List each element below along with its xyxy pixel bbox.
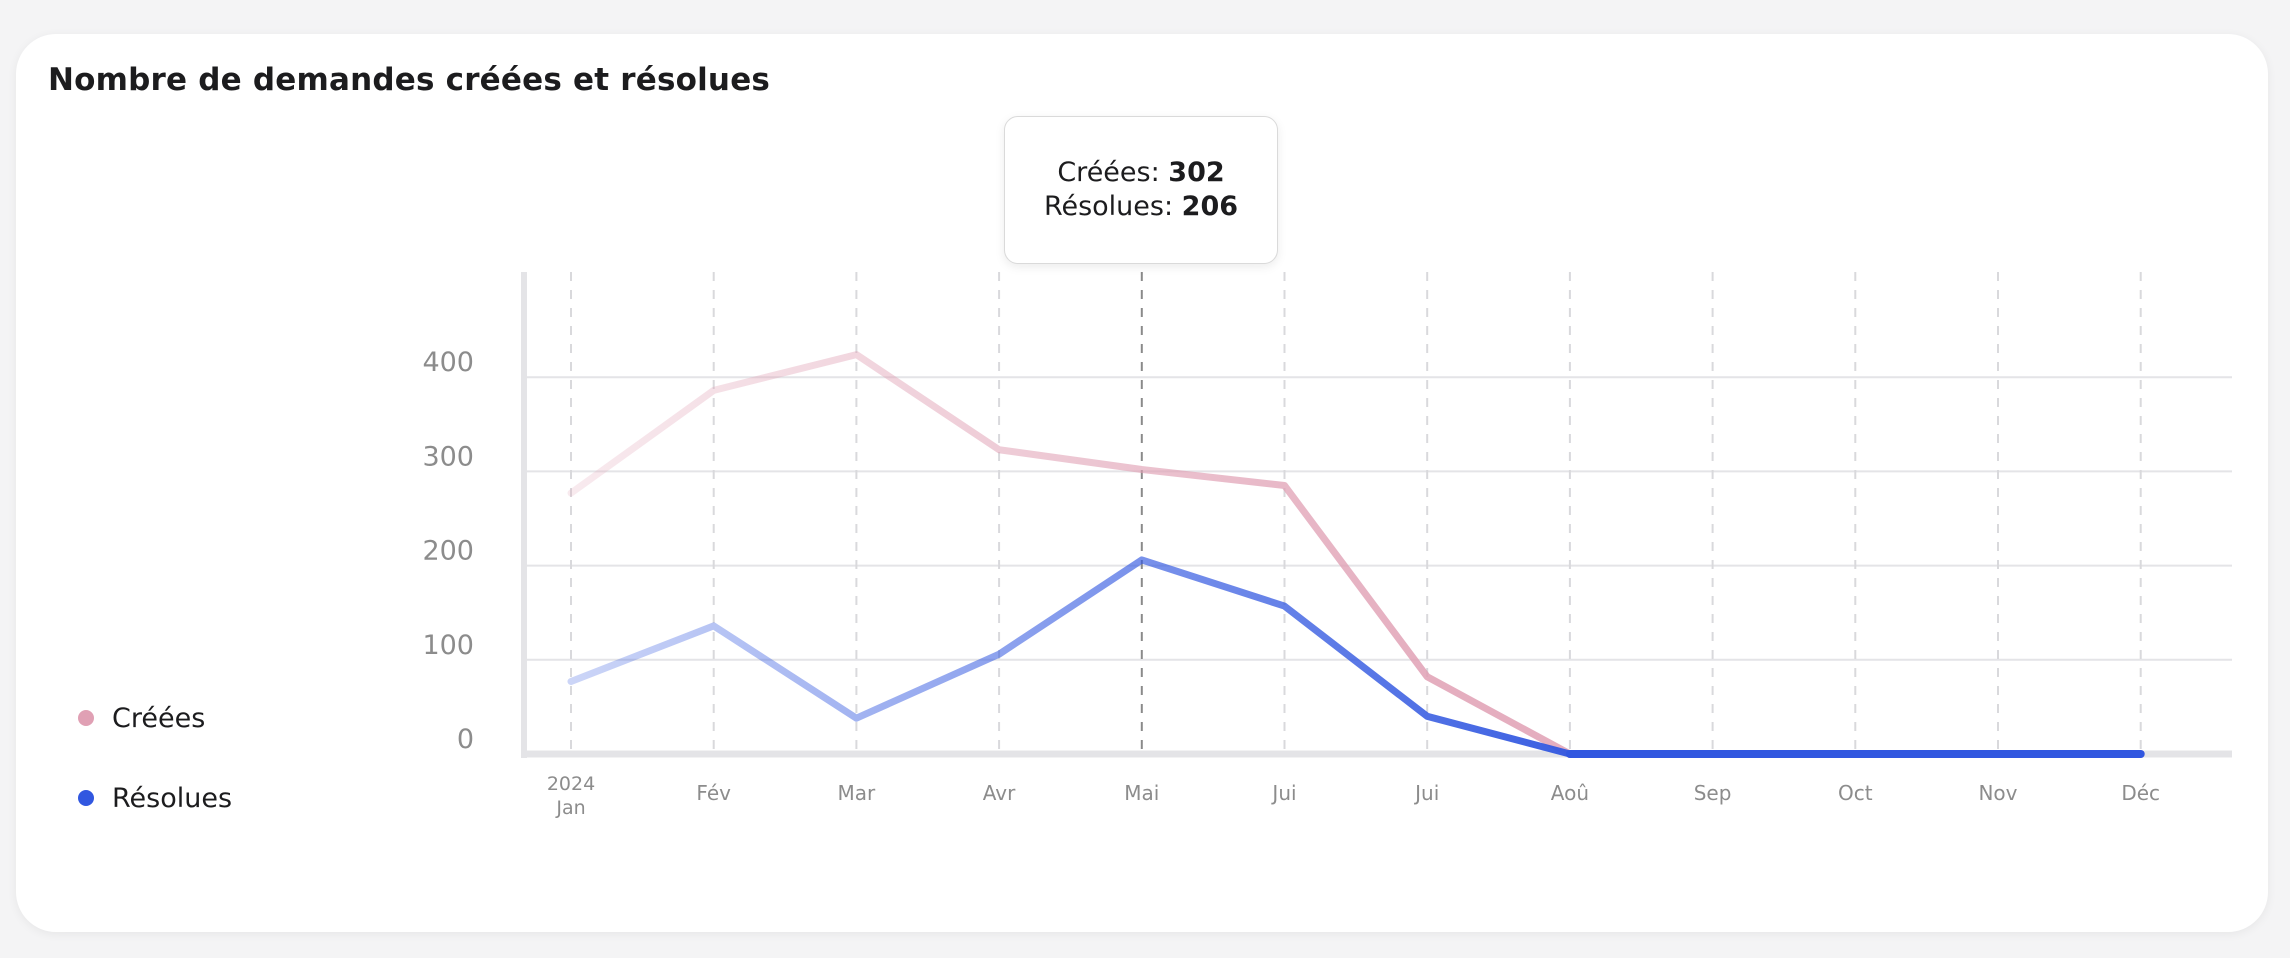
x-tick-label: Jui xyxy=(1270,781,1296,805)
x-tick-label: Oct xyxy=(1838,781,1873,805)
legend-label-created: Créées xyxy=(112,702,206,734)
x-tick-label: Mai xyxy=(1124,781,1159,805)
x-tick-label: Sep xyxy=(1694,781,1732,805)
tooltip-created-row: Créées: 302 xyxy=(1057,156,1224,190)
x-tick-label: Jui xyxy=(1413,781,1439,805)
tooltip: Créées: 302 Résolues: 206 xyxy=(1004,116,1278,264)
y-tick-label: 100 xyxy=(422,630,474,661)
x-tick-label: Déc xyxy=(2121,781,2160,805)
tooltip-created-value: 302 xyxy=(1168,157,1225,188)
x-tick-year-label: 2024 xyxy=(547,773,595,795)
legend-item-resolved[interactable]: Résolues xyxy=(78,778,232,818)
tooltip-resolved-value: 206 xyxy=(1181,191,1239,222)
tooltip-resolved-label: Résolues: xyxy=(1043,191,1174,222)
x-tick-label: Fév xyxy=(696,781,731,805)
chart-title: Nombre de demandes créées et résolues xyxy=(48,62,771,98)
tooltip-created-label: Créées: xyxy=(1057,157,1160,188)
series-line-resolved xyxy=(567,556,1574,758)
legend-dot-created-icon xyxy=(78,710,94,726)
series-line-created xyxy=(567,351,1574,758)
x-tick-label: Nov xyxy=(1978,781,2017,805)
legend-item-created[interactable]: Créées xyxy=(78,698,232,738)
y-tick-label: 200 xyxy=(422,536,474,567)
x-tick-label: Aoû xyxy=(1551,781,1589,805)
legend-dot-resolved-icon xyxy=(78,790,94,806)
y-tick-label: 0 xyxy=(457,724,474,755)
tooltip-resolved-row: Résolues: 206 xyxy=(1044,190,1238,224)
x-tick-label: Jan xyxy=(555,797,585,819)
y-tick-label: 400 xyxy=(422,347,474,378)
legend-label-resolved: Résolues xyxy=(112,782,233,814)
x-tick-label: Avr xyxy=(983,781,1016,805)
chart-legend: Créées Résolues xyxy=(78,698,232,858)
y-tick-label: 300 xyxy=(422,441,474,472)
x-tick-label: Mar xyxy=(838,781,877,805)
